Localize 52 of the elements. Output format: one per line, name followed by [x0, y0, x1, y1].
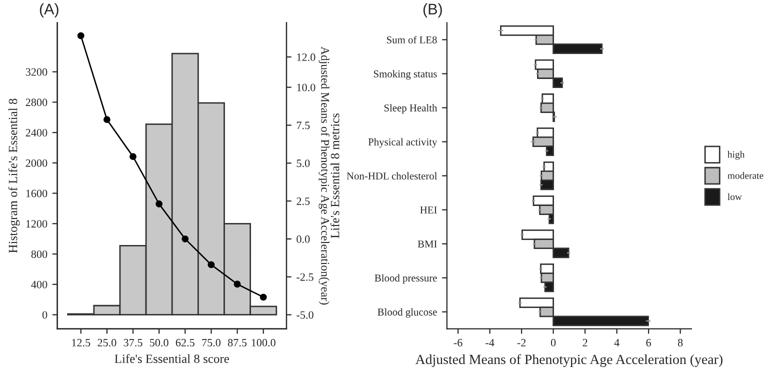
y-tick-label: 1600: [26, 190, 48, 198]
y-axis-title: Histogram of Life's Essential 8: [8, 98, 20, 253]
y-tick-label: 400: [31, 280, 48, 288]
y-tick-label: Blood glucose: [378, 308, 437, 318]
y2-tick-label: 5.0: [296, 160, 310, 168]
legend-label: high: [728, 150, 745, 160]
y-tick-label: HEI: [420, 206, 437, 214]
y-tick-label: 1200: [26, 220, 48, 228]
y-tick-label: Smoking status: [374, 70, 437, 80]
x-tick-label: 12.5: [72, 338, 90, 346]
y-tick-label: 2000: [26, 159, 48, 167]
y-tick-label: 3200: [26, 68, 48, 76]
y-tick-label: Physical activity: [368, 138, 438, 148]
legend-label: low: [728, 193, 742, 200]
x-tick-label: 0: [550, 338, 556, 346]
chart-title: (A): [40, 3, 58, 18]
legend-label: moderate: [728, 172, 764, 179]
x-tick-label: 50.0: [150, 338, 168, 346]
y-tick-label: 2800: [26, 98, 48, 106]
x-tick-label: 100.0: [252, 338, 276, 346]
y2-axis-title: Adjusted Means of Phenotypic Age Acceleration(year): [318, 46, 330, 305]
x-tick-label: 37.5: [124, 338, 142, 346]
y-tick-label: Non-HDL cholesterol: [346, 172, 438, 180]
x-tick-label: -4: [486, 338, 494, 346]
x-axis-title: Adjusted Means of Phenotypic Age Acceleration (year): [415, 354, 722, 367]
x-tick-label: 8: [678, 338, 683, 346]
x-tick-label: -6: [454, 338, 462, 346]
x-tick-label: 25.0: [98, 338, 116, 346]
y-tick-label: Sum of LE8: [386, 36, 437, 44]
x-tick-label: 6: [646, 338, 652, 346]
y-tick-label: Sleep Health: [384, 104, 438, 114]
y-tick-label: BMI: [418, 240, 437, 248]
y2-tick-label: -5.0: [296, 311, 314, 319]
y2-tick-label: 0.0: [296, 235, 310, 243]
y2-tick-label: 10.0: [297, 84, 316, 92]
x-axis-title: Life's Essential 8 score: [114, 354, 229, 364]
x-tick-label: 62.5: [176, 338, 194, 346]
chart-title: (B): [423, 3, 442, 18]
x-tick-label: 87.5: [228, 338, 247, 346]
y-tick-label: 0: [42, 311, 48, 319]
y-axis-title: Life's Essential 8 metrics: [330, 113, 340, 238]
y-tick-label: 800: [31, 250, 48, 258]
y2-tick-label: 12.0: [297, 53, 316, 61]
y2-tick-label: -2.5: [296, 273, 314, 281]
x-tick-label: 2: [582, 338, 588, 346]
x-tick-label: -2: [517, 338, 526, 346]
y-tick-label: Blood pressure: [374, 274, 437, 284]
y-tick-label: 2400: [26, 129, 48, 136]
x-tick-label: 4: [614, 338, 620, 346]
y2-tick-label: 7.5: [296, 122, 310, 130]
y2-tick-label: 2.5: [296, 198, 310, 206]
x-tick-label: 75.0: [202, 338, 221, 346]
